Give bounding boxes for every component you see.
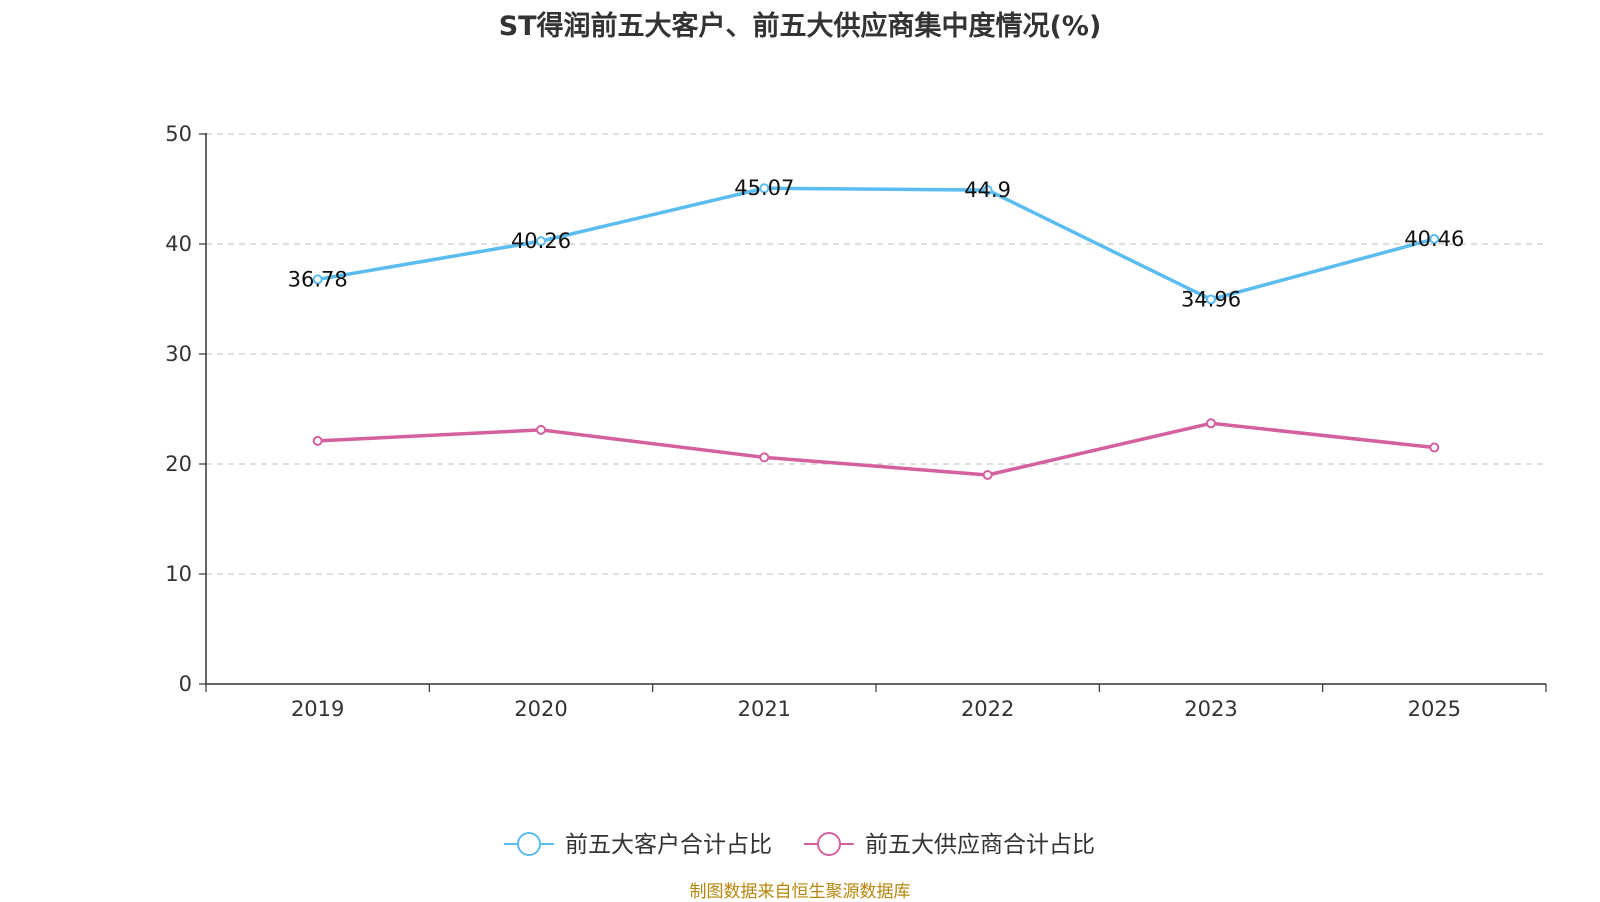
x-tick-label: 2019 <box>291 697 344 721</box>
series-line-0 <box>317 186 1435 302</box>
legend[interactable]: 前五大客户合计占比 前五大供应商合计占比 <box>504 832 1095 858</box>
x-tick-label: 2020 <box>514 697 567 721</box>
x-tick-label: 2022 <box>961 697 1014 721</box>
y-tick-label: 0 <box>179 672 192 696</box>
data-point <box>982 185 993 196</box>
chart-title: ST得润前五大客户、前五大供应商集中度情况(%) <box>498 11 1102 42</box>
x-tick-label: 2023 <box>1184 697 1237 721</box>
data-point <box>536 424 546 435</box>
data-point <box>1429 442 1440 453</box>
data-point <box>759 183 770 194</box>
x-tick-label: 2021 <box>738 697 791 721</box>
series-line-1 <box>317 421 1435 477</box>
series-lines <box>312 183 1440 480</box>
legend-marker <box>817 832 841 856</box>
data-label: 36.78 <box>288 267 348 291</box>
legend-label: 前五大供应商合计占比 <box>865 832 1095 858</box>
data-point <box>982 470 993 480</box>
data-point <box>1206 418 1216 429</box>
gridlines <box>206 133 1546 575</box>
data-labels: 36.78 40.26 45.07 44.9 34.96 40.46 <box>288 176 1465 311</box>
axes: 0 10 20 30 40 50 2019 2020 2021 2022 2023 2025 <box>165 122 1547 721</box>
data-point <box>1429 233 1440 244</box>
data-label: 40.46 <box>1404 227 1464 251</box>
y-tick-label: 50 <box>165 122 192 146</box>
data-label: 34.96 <box>1181 287 1241 311</box>
data-label: 45.07 <box>734 176 794 200</box>
data-label: 40.26 <box>511 229 571 253</box>
data-point <box>536 236 546 247</box>
legend-label: 前五大客户合计占比 <box>565 832 772 858</box>
data-point <box>1206 294 1216 305</box>
y-tick-label: 20 <box>165 452 192 476</box>
y-tick-label: 40 <box>165 232 192 256</box>
data-point <box>759 452 770 463</box>
y-tick-label: 10 <box>165 562 192 586</box>
data-label: 44.9 <box>964 178 1011 202</box>
data-point <box>312 435 323 446</box>
legend-marker <box>517 832 541 856</box>
y-tick-label: 30 <box>165 342 192 366</box>
source-note: 制图数据来自恒生聚源数据库 <box>689 882 911 902</box>
data-point <box>312 274 323 285</box>
x-tick-label: 2025 <box>1408 697 1461 721</box>
